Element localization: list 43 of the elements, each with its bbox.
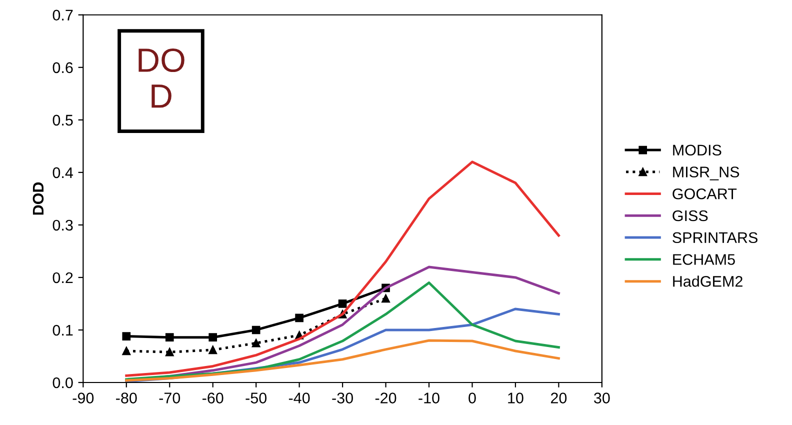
y-tick-label: 0.4: [52, 167, 73, 178]
point: [338, 300, 347, 308]
x-tick-label: -10: [418, 392, 440, 404]
point: [382, 294, 390, 303]
x-tick-label: -70: [159, 392, 180, 404]
legend-label: MODIS: [673, 144, 722, 156]
y-tick-label: 0.2: [52, 272, 73, 284]
legend-label: HadGEM2: [673, 276, 742, 287]
x-tick-label: 20: [550, 392, 567, 404]
point: [295, 314, 304, 322]
line-series: [125, 339, 560, 382]
point: [165, 333, 174, 342]
x-tick-label: 0: [468, 392, 476, 404]
point: [208, 346, 218, 354]
x-tick-label: -60: [202, 392, 224, 404]
point: [252, 338, 260, 348]
point: [165, 348, 174, 356]
x-tick-label: 10: [508, 392, 524, 404]
x-tick-label: -30: [332, 392, 353, 404]
x-tick-label: -40: [288, 392, 310, 404]
x-tick-label: -20: [375, 392, 396, 404]
y-tick-label: 0.6: [52, 62, 73, 74]
legend-label: GOCART: [672, 188, 737, 200]
line-series: [125, 160, 560, 377]
y-tick-label: 0.1: [52, 324, 73, 336]
y-tick-label: 0.7: [52, 10, 73, 21]
annotation: DO D: [138, 48, 184, 108]
legend-label: GISS: [672, 210, 708, 222]
point: [208, 333, 218, 342]
x-tick-label: -80: [116, 392, 137, 404]
y-axis-title: DOD: [32, 182, 44, 215]
x-tick-label: 30: [594, 392, 610, 404]
point: [122, 346, 131, 356]
y-tick-label: 0.3: [52, 220, 73, 231]
legend-label: SPRINTARS: [672, 232, 758, 244]
point: [252, 326, 260, 334]
y-tick-label: 0.5: [52, 114, 73, 126]
point: [122, 332, 131, 340]
y-tick-label: 0.0: [52, 377, 73, 388]
x-tick-label: -50: [246, 392, 267, 404]
legend-label: ECHAM5: [673, 254, 735, 265]
x-tick-label: -90: [72, 392, 94, 404]
legend-label: MISR_NS: [673, 166, 740, 180]
